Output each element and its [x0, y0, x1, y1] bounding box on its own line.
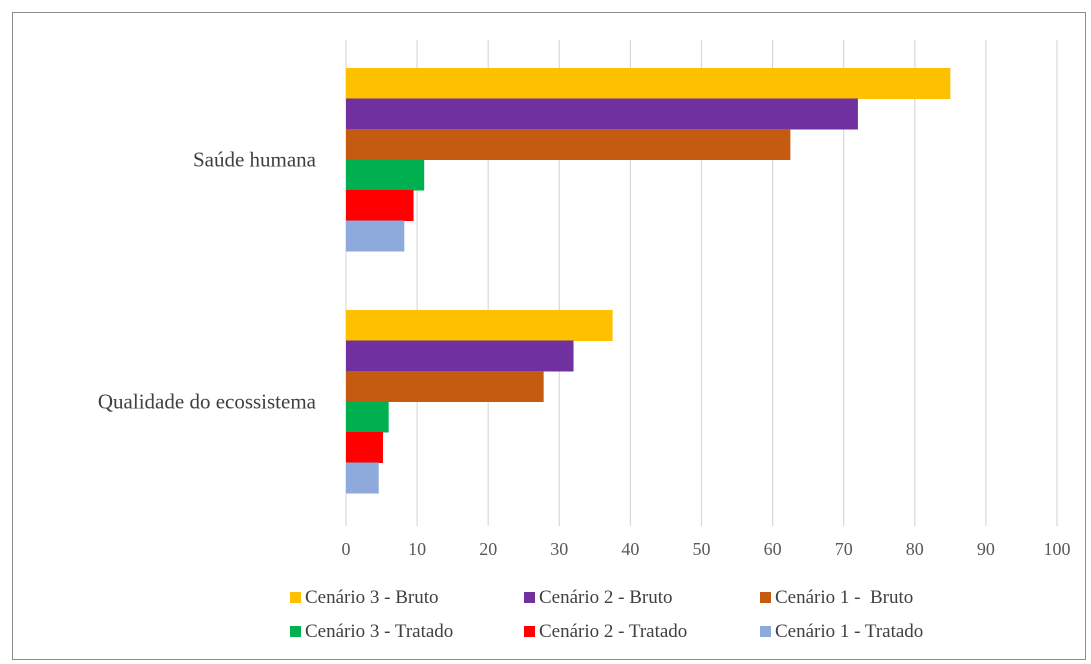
legend-label: Cenário 3 - Bruto — [305, 587, 439, 608]
legend-item: Cenário 2 - Tratado — [524, 621, 687, 642]
x-tick-label: 40 — [621, 539, 639, 559]
x-axis-ticks: 0 10 20 30 40 50 60 70 80 90 100 — [342, 539, 1071, 559]
x-tick-label: 20 — [479, 539, 497, 559]
bar — [346, 340, 574, 372]
x-tick-label: 60 — [764, 539, 782, 559]
bar — [346, 401, 389, 433]
x-tick-label: 100 — [1044, 539, 1071, 559]
legend-item: Cenário 3 - Tratado — [290, 621, 453, 642]
bar — [346, 68, 951, 99]
x-tick-label: 70 — [835, 539, 853, 559]
bar — [346, 432, 383, 463]
y-axis-categories: Saúde humana Qualidade do ecossistema — [98, 148, 317, 414]
bar — [346, 129, 791, 160]
legend-swatch — [290, 592, 301, 603]
legend-item: Cenário 3 - Bruto — [290, 587, 439, 608]
bar — [346, 190, 414, 221]
legend-label: Cenário 2 - Bruto — [539, 587, 673, 608]
category-label: Saúde humana — [193, 148, 317, 172]
legend-swatch — [760, 592, 771, 603]
x-tick-label: 30 — [550, 539, 568, 559]
bar — [346, 159, 425, 191]
legend-swatch — [524, 626, 535, 637]
legend-swatch — [760, 626, 771, 637]
x-tick-label: 10 — [408, 539, 426, 559]
legend-swatch — [524, 592, 535, 603]
bar — [346, 98, 858, 130]
x-tick-label: 90 — [977, 539, 995, 559]
legend-label: Cenário 3 - Tratado — [305, 621, 453, 642]
bar — [346, 462, 379, 494]
x-tick-label: 50 — [693, 539, 711, 559]
legend-label: Cenário 2 - Tratado — [539, 621, 687, 642]
bar — [346, 220, 405, 252]
bar — [346, 371, 544, 402]
x-tick-label: 0 — [342, 539, 351, 559]
x-tick-label: 80 — [906, 539, 924, 559]
legend-label: Cenário 1 - Tratado — [775, 621, 923, 642]
legend-item: Cenário 1 - Tratado — [760, 621, 923, 642]
legend-item: Cenário 1 - Bruto — [760, 587, 913, 608]
bars — [346, 68, 951, 494]
legend-item: Cenário 2 - Bruto — [524, 587, 673, 608]
legend-swatch — [290, 626, 301, 637]
legend-label: Cenário 1 - Bruto — [775, 587, 913, 608]
category-label: Qualidade do ecossistema — [98, 390, 317, 414]
bar — [346, 310, 613, 341]
legend: Cenário 3 - Bruto Cenário 2 - Bruto Cenári… — [290, 587, 923, 642]
